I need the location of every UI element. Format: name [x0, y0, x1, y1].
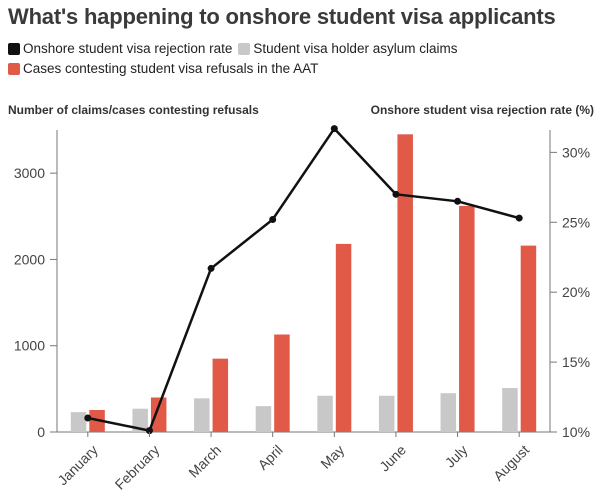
- legend-label-asylum-claims: Student visa holder asylum claims: [253, 41, 458, 56]
- legend-entry-asylum-claims: Student visa holder asylum claims: [238, 41, 457, 56]
- legend-label-aat-cases: Cases contesting student visa refusals i…: [23, 61, 319, 76]
- bar-aat-cases: [335, 243, 352, 432]
- left-tick-label: 3000: [14, 165, 45, 181]
- right-axis-title: Onshore student visa rejection rate (%): [370, 103, 594, 117]
- chart-title: What's happening to onshore student visa…: [8, 4, 556, 29]
- left-tick-label: 1000: [14, 338, 45, 354]
- point-rejection-rate: [145, 427, 153, 435]
- x-tick-label: February: [112, 442, 163, 493]
- line-rejection-rate: [87, 127, 520, 432]
- bar-asylum-claims: [378, 395, 395, 432]
- left-tick-label: 2000: [14, 251, 45, 267]
- left-axis-title: Number of claims/cases contesting refusa…: [8, 103, 259, 117]
- point-rejection-rate: [515, 214, 523, 222]
- point-rejection-rate: [330, 125, 338, 133]
- bar-aat-cases: [459, 205, 475, 432]
- legend-entry-aat-cases: Cases contesting student visa refusals i…: [8, 61, 318, 76]
- x-tick-label: March: [185, 442, 224, 481]
- point-rejection-rate: [454, 197, 462, 205]
- x-tick-label: January: [54, 442, 101, 489]
- point-rejection-rate: [84, 414, 92, 422]
- right-tick-label: 10%: [562, 424, 590, 440]
- right-tick-label: 30%: [562, 144, 590, 160]
- bar-aat-cases: [397, 134, 413, 433]
- legend-swatch-rejection-rate: [8, 42, 20, 55]
- bar-asylum-claims: [255, 406, 272, 432]
- legend-swatch-aat-cases: [8, 62, 20, 75]
- x-tick-label: May: [317, 442, 347, 472]
- right-tick-label: 20%: [562, 284, 590, 300]
- bar-asylum-claims: [70, 412, 87, 432]
- point-rejection-rate: [207, 264, 215, 272]
- x-tick-label: April: [255, 442, 286, 473]
- legend-entry-rejection-rate: Onshore student visa rejection rate: [8, 41, 232, 56]
- bar-asylum-claims: [194, 398, 210, 432]
- point-rejection-rate: [392, 190, 400, 198]
- point-rejection-rate: [269, 215, 277, 223]
- bar-asylum-claims: [132, 408, 148, 432]
- bar-aat-cases: [274, 334, 290, 432]
- bar-asylum-claims: [317, 395, 333, 432]
- bar-aat-cases: [150, 397, 167, 432]
- legend-swatch-asylum-claims: [238, 42, 251, 55]
- bar-asylum-claims: [440, 393, 457, 432]
- bar-asylum-claims: [502, 387, 518, 432]
- right-tick-label: 25%: [562, 214, 590, 230]
- legend-row-2: Cases contesting student visa refusals i…: [8, 61, 324, 76]
- bar-aat-cases: [212, 358, 229, 432]
- legend: Onshore student visa rejection rate Stud…: [8, 41, 463, 56]
- x-tick-label: August: [490, 442, 532, 484]
- right-tick-label: 15%: [562, 354, 590, 370]
- x-tick-label: July: [442, 442, 471, 471]
- bar-aat-cases: [520, 245, 537, 432]
- left-tick-label: 0: [37, 424, 45, 440]
- legend-label-rejection-rate: Onshore student visa rejection rate: [23, 41, 233, 56]
- x-tick-label: June: [376, 442, 409, 475]
